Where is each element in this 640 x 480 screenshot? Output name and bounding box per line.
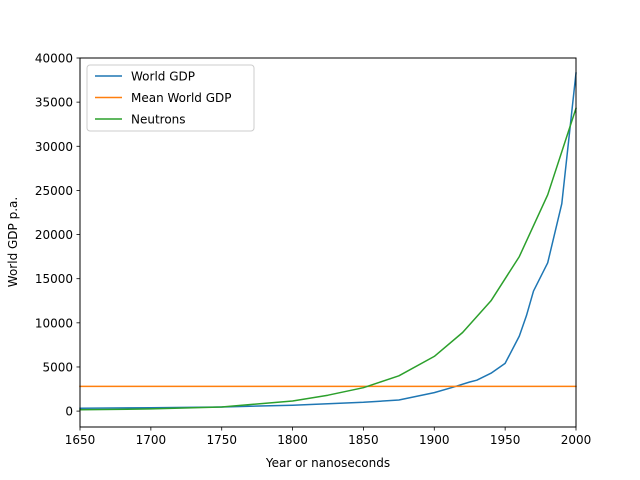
legend: World GDP Mean World GDP Neutrons xyxy=(86,64,255,132)
x-tick-label: 1900 xyxy=(419,433,450,447)
x-tick-label: 1700 xyxy=(136,433,167,447)
x-tick-label: 1950 xyxy=(490,433,521,447)
y-tick-label: 35000 xyxy=(35,96,73,110)
y-axis: 0 5000 10000 15000 20000 25000 30000 35000 40000 xyxy=(35,52,80,419)
legend-box xyxy=(86,64,255,132)
x-tick-label: 1650 xyxy=(65,433,96,447)
x-axis-label: Year or nanoseconds xyxy=(265,456,390,470)
y-tick-label: 0 xyxy=(65,405,73,419)
legend-label-2: Neutrons xyxy=(131,113,186,127)
series-line-0 xyxy=(79,72,577,409)
series-line-2 xyxy=(79,107,577,411)
series-layer xyxy=(79,72,577,411)
y-axis-label: World GDP p.a. xyxy=(6,197,20,287)
legend-label-1: Mean World GDP xyxy=(131,91,232,105)
x-tick-label: 1800 xyxy=(277,433,308,447)
plot-frame xyxy=(79,57,577,428)
y-tick-label: 20000 xyxy=(35,228,73,242)
x-axis: 1650 1700 1750 1800 1850 1900 1950 2000 xyxy=(65,427,592,447)
y-tick-label: 10000 xyxy=(35,316,73,330)
y-tick-label: 40000 xyxy=(35,52,73,66)
x-tick-label: 1750 xyxy=(206,433,237,447)
x-tick-label: 2000 xyxy=(561,433,592,447)
x-tick-label: 1850 xyxy=(348,433,379,447)
y-tick-label: 15000 xyxy=(35,272,73,286)
y-tick-label: 30000 xyxy=(35,140,73,154)
y-tick-label: 5000 xyxy=(42,360,73,374)
y-tick-label: 25000 xyxy=(35,184,73,198)
legend-label-0: World GDP xyxy=(131,70,195,84)
